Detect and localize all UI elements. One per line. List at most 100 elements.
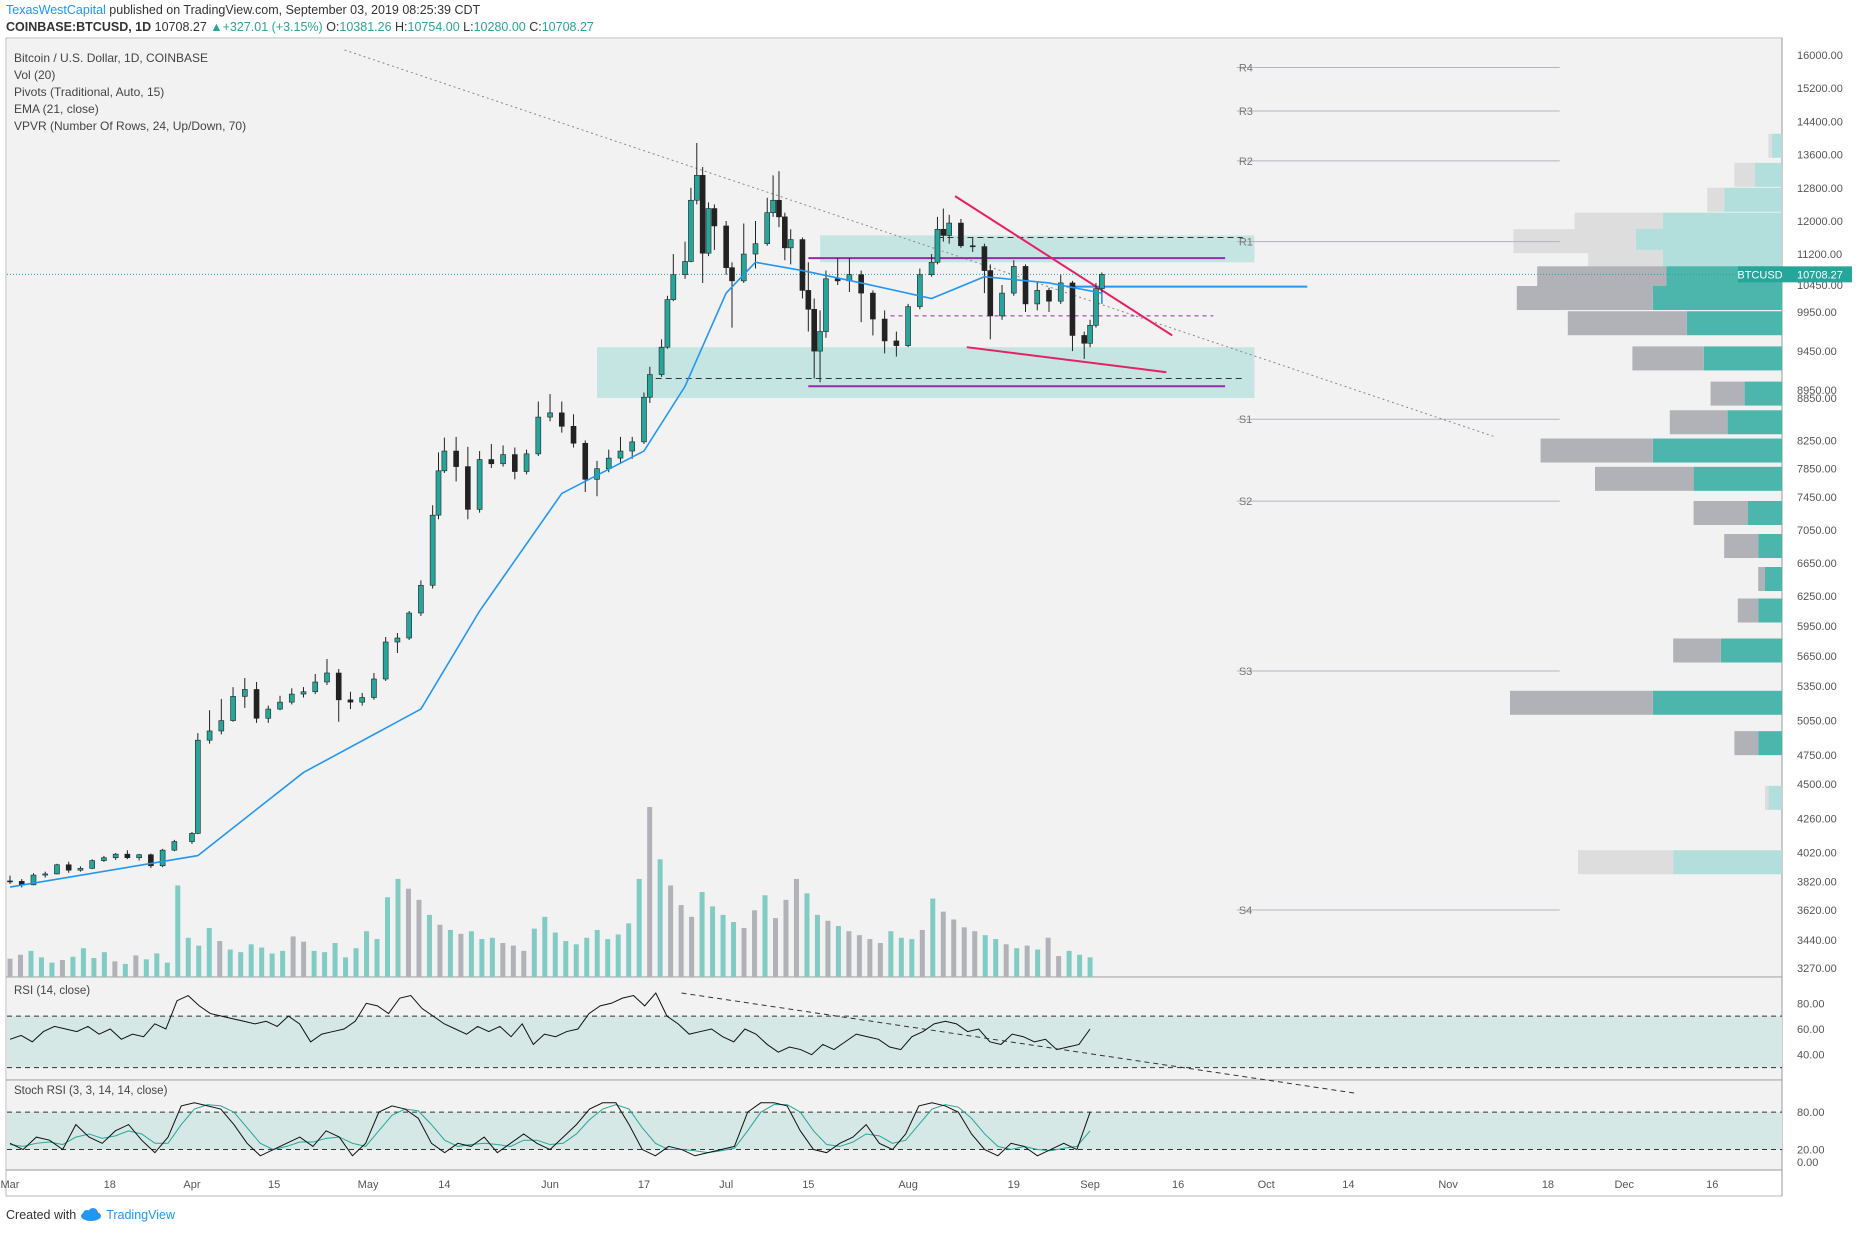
volume-bar [1045, 937, 1051, 977]
time-tick-label: 15 [802, 1179, 814, 1191]
publisher-name[interactable]: TexasWestCapital [6, 3, 106, 17]
candle-body [658, 346, 665, 375]
volume-bar [28, 950, 34, 977]
time-tick-label: Dec [1614, 1179, 1634, 1191]
candle-body [535, 416, 542, 455]
candle-body [1057, 282, 1064, 302]
time-tick-label: 14 [1342, 1179, 1354, 1191]
candle-body [371, 678, 377, 698]
open-value: 10381.26 [339, 20, 392, 34]
main-pane-bg [7, 39, 1782, 977]
price-tick-label: 6650.00 [1797, 558, 1837, 570]
volume-bar [846, 931, 852, 977]
volume-bar [143, 959, 149, 977]
candle-body [136, 854, 142, 859]
pivot-label: S4 [1239, 905, 1252, 917]
vp-row-up [1673, 850, 1782, 875]
time-tick-label: 14 [438, 1179, 450, 1191]
rsi-band [7, 1016, 1782, 1068]
vp-row-down [1737, 598, 1759, 623]
volume-bar [280, 950, 286, 977]
volume-bar [605, 939, 611, 977]
volume-bar [311, 950, 317, 977]
price-tick-label: 3270.00 [1797, 963, 1837, 975]
volume-bar [940, 911, 946, 977]
vp-row-down [1540, 438, 1653, 463]
volume-bar [164, 962, 170, 977]
price-tick-label: 9450.00 [1797, 346, 1837, 358]
vp-row-down [1510, 690, 1653, 715]
candle-body [435, 470, 442, 516]
volume-bar [259, 947, 265, 977]
vp-row-down [1632, 346, 1704, 371]
high-value: 10754.00 [407, 20, 460, 34]
candle-body [905, 306, 911, 346]
price-tick-label: 5650.00 [1797, 651, 1837, 663]
candle-body [1099, 274, 1105, 290]
volume-bar [678, 905, 684, 977]
volume-bar [468, 931, 474, 977]
volume-bar [783, 899, 789, 977]
vp-row-up [1635, 229, 1782, 254]
vp-row-up [1744, 381, 1782, 406]
volume-bar [426, 914, 432, 977]
candle-body [441, 450, 448, 472]
vp-row-down [1710, 381, 1745, 406]
volume-bar [563, 941, 569, 977]
volume-bar [752, 910, 758, 977]
time-tick-label: 15 [268, 1179, 280, 1191]
vp-row-up [1754, 162, 1782, 187]
wedge-lower-line [966, 346, 1167, 374]
candle-body [65, 864, 72, 871]
candle-body [799, 239, 806, 291]
low-label: L: [463, 20, 474, 34]
candle-body [641, 396, 647, 443]
volume-bar [206, 927, 212, 977]
symbol-tag [1738, 266, 1782, 283]
vp-row-up [1758, 731, 1782, 756]
candle-body [89, 860, 95, 869]
volume-bar [322, 952, 328, 977]
vp-row-down [1693, 501, 1748, 525]
candle-body [699, 175, 706, 254]
candle-body [523, 453, 530, 472]
ema21-line [9, 261, 1103, 888]
volume-bar [248, 944, 254, 977]
open-label: O: [326, 20, 340, 34]
stoch-tick-label: 80.00 [1797, 1107, 1825, 1119]
time-tick-label: 16 [1172, 1179, 1184, 1191]
rsi-tick-label: 60.00 [1797, 1024, 1825, 1036]
volume-bar [584, 937, 590, 977]
volume-bar [731, 922, 737, 977]
candle-body [547, 412, 553, 418]
candle-body [288, 693, 295, 703]
low-value: 10280.00 [473, 20, 526, 34]
candle-body [476, 459, 483, 510]
candle-body [969, 245, 976, 248]
candle-body [782, 216, 788, 249]
price-tick-label: 4500.00 [1797, 779, 1837, 791]
price-tick-label: 3620.00 [1797, 905, 1837, 917]
vp-row-up [1693, 466, 1782, 491]
candle-body [42, 873, 49, 876]
volume-bar [793, 878, 799, 977]
vp-row-down [1578, 850, 1674, 875]
candle-body [512, 454, 518, 472]
tradingview-brand[interactable]: TradingView [106, 1208, 175, 1222]
last-price: 10708.27 [154, 20, 207, 34]
vp-row-down [1734, 162, 1755, 187]
volume-bar [804, 893, 810, 977]
candle-body [893, 340, 900, 346]
volume-bar [615, 934, 621, 977]
rsi-tick-label: 40.00 [1797, 1050, 1825, 1062]
volume-bar [636, 878, 642, 977]
candle-body [647, 374, 653, 398]
stoch-tick-label: 0.00 [1797, 1157, 1818, 1169]
pivot-label: R3 [1239, 106, 1253, 118]
volume-bar [909, 939, 915, 977]
volume-bar [49, 962, 55, 977]
vp-row-up [1758, 534, 1782, 558]
close-label: C: [529, 20, 542, 34]
volume-bar [353, 948, 359, 977]
